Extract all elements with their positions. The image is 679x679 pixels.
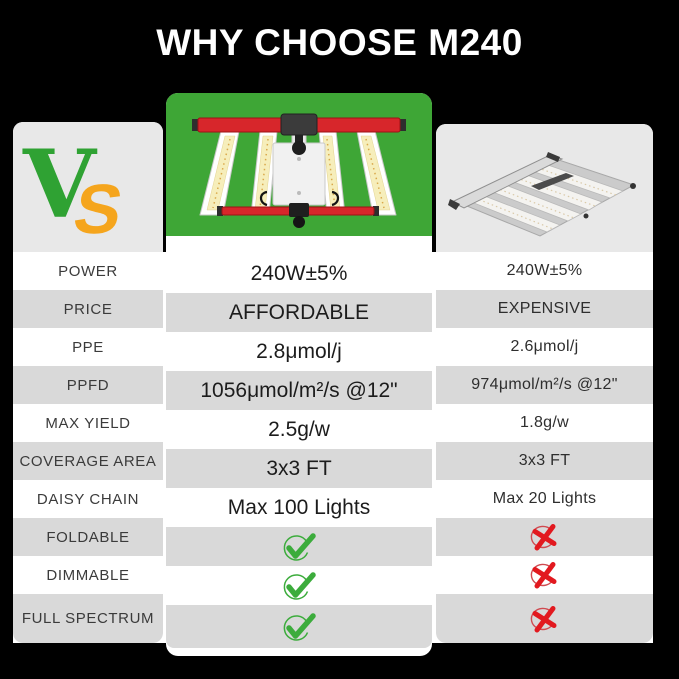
m240-ppe: 2.8μmol/j	[166, 332, 432, 371]
feature-column: V S POWER PRICE PPE PPFD MAX YIELD COVER…	[13, 122, 163, 643]
cross-icon	[530, 562, 556, 589]
m240-power: 240W±5%	[166, 254, 432, 293]
competitor-full-spectrum	[436, 594, 653, 643]
vs-letter-v: V	[23, 130, 96, 240]
m240-daisy-chain: Max 100 Lights	[166, 488, 432, 527]
m240-foldable	[166, 527, 432, 566]
cross-icon	[530, 524, 556, 551]
m240-coverage-area: 3x3 FT	[166, 449, 432, 488]
check-icon	[283, 532, 316, 561]
spacer	[166, 236, 432, 254]
competitor-column: 240W±5% EXPENSIVE 2.6μmol/j 974μmol/m²/s…	[436, 124, 653, 643]
feature-label-coverage-area: COVERAGE AREA	[13, 442, 163, 480]
competitor-coverage-area: 3x3 FT	[436, 442, 653, 480]
competitor-product-panel	[436, 124, 653, 252]
feature-label-dimmable: DIMMABLE	[13, 556, 163, 594]
feature-label-daisy-chain: DAISY CHAIN	[13, 480, 163, 518]
feature-label-ppe: PPE	[13, 328, 163, 366]
feature-label-price: PRICE	[13, 290, 163, 328]
m240-product-image	[192, 113, 406, 228]
feature-label-max-yield: MAX YIELD	[13, 404, 163, 442]
m240-product-panel	[166, 93, 432, 236]
m240-price: AFFORDABLE	[166, 293, 432, 332]
feature-label-ppfd: PPFD	[13, 366, 163, 404]
feature-label-power: POWER	[13, 252, 163, 290]
m240-max-yield: 2.5g/w	[166, 410, 432, 449]
cross-icon	[530, 605, 556, 632]
competitor-price: EXPENSIVE	[436, 290, 653, 328]
competitor-power: 240W±5%	[436, 252, 653, 290]
m240-column: 240W±5% AFFORDABLE 2.8μmol/j 1056μmol/m²…	[166, 93, 432, 656]
check-icon	[283, 571, 316, 600]
m240-dimmable	[166, 566, 432, 605]
m240-full-spectrum	[166, 605, 432, 648]
feature-label-foldable: FOLDABLE	[13, 518, 163, 556]
vs-badge: V S	[13, 122, 163, 252]
competitor-daisy-chain: Max 20 Lights	[436, 480, 653, 518]
feature-label-full-spectrum: FULL SPECTRUM	[13, 594, 163, 643]
competitor-ppe: 2.6μmol/j	[436, 328, 653, 366]
competitor-ppfd: 974μmol/m²/s @12"	[436, 366, 653, 404]
m240-ppfd: 1056μmol/m²/s @12"	[166, 371, 432, 410]
competitor-product-image	[448, 152, 636, 237]
page-title: WHY CHOOSE M240	[156, 22, 523, 63]
competitor-max-yield: 1.8g/w	[436, 404, 653, 442]
competitor-dimmable	[436, 556, 653, 594]
competitor-foldable	[436, 518, 653, 556]
check-icon	[283, 612, 316, 641]
